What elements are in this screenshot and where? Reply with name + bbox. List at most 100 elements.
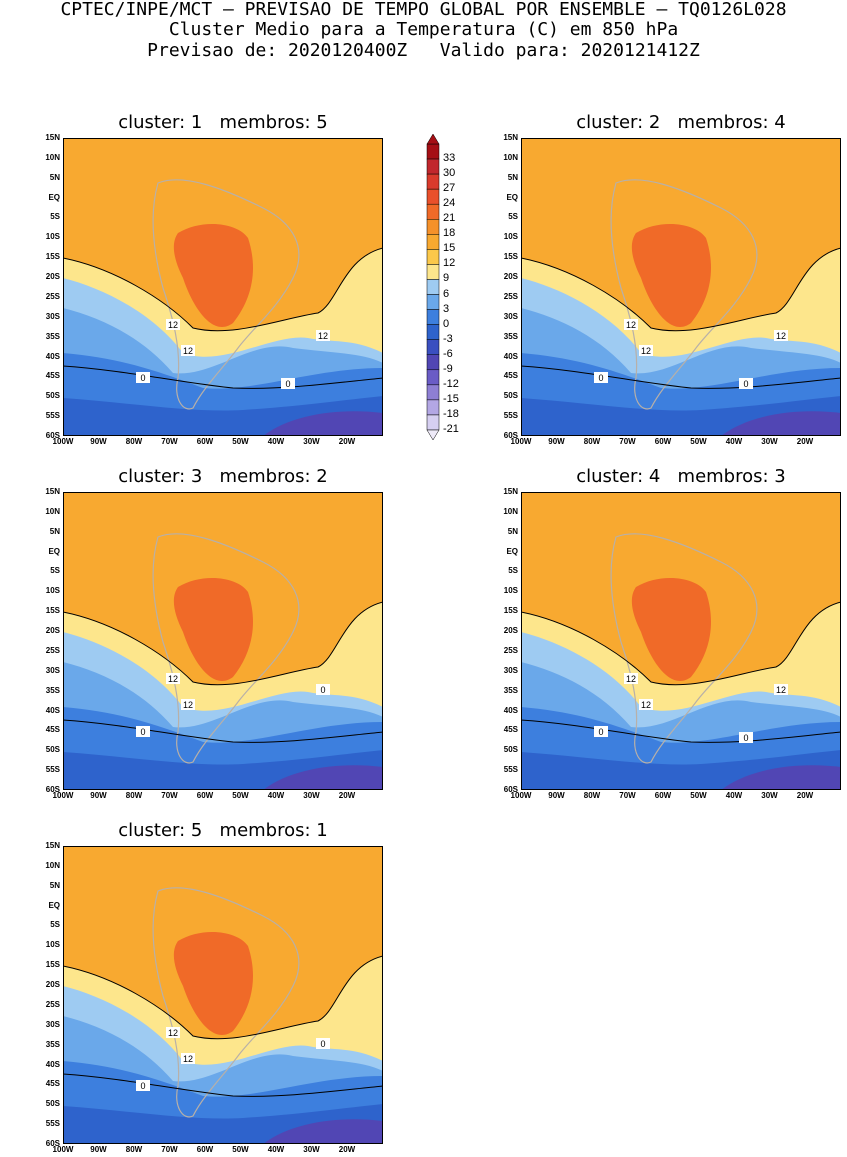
latitude-label: 25S xyxy=(503,291,518,301)
latitude-label: 10N xyxy=(45,860,60,870)
panel-title: cluster: 1 membros: 5 xyxy=(118,112,328,133)
panel-title: cluster: 4 membros: 3 xyxy=(576,466,786,487)
longitude-label: 20W xyxy=(338,791,356,800)
latitude-label: 15S xyxy=(45,960,60,970)
contour-label-bg xyxy=(316,330,330,341)
contour-label-bg xyxy=(594,726,608,737)
latitude-label: EQ xyxy=(48,192,60,202)
colorbar-label: -9 xyxy=(443,362,453,375)
latitude-label: 20S xyxy=(503,272,518,282)
contour-label: 12 xyxy=(183,700,193,710)
colorbar-swatch xyxy=(426,369,440,386)
latitude-label: 15N xyxy=(503,133,518,142)
latitude-label: 35S xyxy=(45,331,60,341)
temperature-band xyxy=(721,411,841,436)
colorbar-label: 18 xyxy=(443,227,456,240)
contour-label-bg xyxy=(166,1027,180,1038)
colorbar-swatch xyxy=(426,324,440,340)
colorbar-swatch xyxy=(426,294,440,310)
map-frame xyxy=(63,138,383,436)
contour-label: 12 xyxy=(641,700,651,710)
latitude-label: 55S xyxy=(45,765,60,775)
temperature-map: 12 12 0 0 xyxy=(63,492,383,790)
contour-label-bg xyxy=(316,1038,330,1049)
latitude-label: 15S xyxy=(503,252,518,262)
temperature-map: 12 12 12 0 0 xyxy=(63,138,383,436)
latitude-label: 10S xyxy=(45,232,60,242)
longitude-label: 40W xyxy=(267,791,285,800)
latitude-label: 60S xyxy=(503,785,518,794)
colorbar-max-arrow xyxy=(426,134,440,145)
latitude-label: 35S xyxy=(45,1039,60,1049)
latitude-label: 15S xyxy=(45,606,60,616)
latitude-label: 50S xyxy=(503,745,518,755)
contour-label: 0 xyxy=(140,727,145,737)
latitude-label: 15S xyxy=(45,252,60,262)
latitude-label: 60S xyxy=(45,785,60,794)
isotherm-contour xyxy=(521,247,841,332)
colorbar-swatch xyxy=(426,143,440,160)
isotherm-contour xyxy=(63,719,383,743)
latitude-label: 35S xyxy=(503,685,518,695)
contour-label-bg xyxy=(316,684,330,695)
latitude-label: 55S xyxy=(45,1119,60,1129)
contour-label-bg xyxy=(774,330,788,341)
latitude-label: 5S xyxy=(508,212,518,222)
longitude-label: 100W xyxy=(52,437,74,446)
contour-label: 12 xyxy=(168,674,178,684)
latitude-label: 5S xyxy=(508,566,518,576)
latitude-label: 20S xyxy=(45,626,60,636)
longitude-label: 60W xyxy=(654,437,672,446)
longitude-label: 80W xyxy=(583,791,601,800)
contour-label-bg xyxy=(639,699,653,710)
latitude-label: 25S xyxy=(45,999,60,1009)
header-line-3: Previsao de: 2020120400Z Valido para: 20… xyxy=(147,40,700,61)
contour-label-bg xyxy=(639,345,653,356)
contour-label-bg xyxy=(181,699,195,710)
contour-label-bg xyxy=(181,1053,195,1064)
latitude-label: 5N xyxy=(49,526,60,536)
latitude-label: 55S xyxy=(503,765,518,775)
colorbar-swatch xyxy=(426,384,440,401)
contour-label-bg xyxy=(624,319,638,330)
temperature-band xyxy=(721,765,841,790)
coastline xyxy=(152,179,300,410)
isotherm-contour xyxy=(63,955,383,1040)
latitude-label: 40S xyxy=(45,705,60,715)
colorbar-label: 30 xyxy=(443,167,456,180)
colorbar-label: 6 xyxy=(443,287,450,300)
temperature-map: 12 12 12 0 0 xyxy=(521,138,841,436)
latitude-label: 15N xyxy=(45,487,60,496)
latitude-label: 45S xyxy=(45,1079,60,1089)
coastline xyxy=(152,533,300,764)
longitude-label: 80W xyxy=(583,437,601,446)
colorbar-label: 9 xyxy=(443,272,450,285)
contour-label: 12 xyxy=(776,685,786,695)
latitude-label: 20S xyxy=(45,272,60,282)
colorbar-swatch xyxy=(426,158,440,175)
latitude-label: 15N xyxy=(503,487,518,496)
longitude-label: 30W xyxy=(303,437,320,446)
longitude-label: 50W xyxy=(690,437,707,446)
colorbar-label: -6 xyxy=(443,347,453,360)
longitude-label: 90W xyxy=(90,791,107,800)
latitude-label: 45S xyxy=(503,371,518,381)
latitude-label: 50S xyxy=(45,745,60,755)
colorbar-label: 12 xyxy=(443,257,456,270)
longitude-label: 60W xyxy=(654,791,672,800)
colorbar-label: -18 xyxy=(443,407,459,420)
longitude-label: 50W xyxy=(232,1145,249,1154)
latitude-label: 5S xyxy=(50,566,60,576)
header-line-2: Cluster Medio para a Temperatura (C) em … xyxy=(168,19,679,40)
longitude-label: 90W xyxy=(548,437,565,446)
isotherm-contour xyxy=(521,601,841,686)
longitude-label: 30W xyxy=(761,437,778,446)
longitude-label: 100W xyxy=(510,437,532,446)
contour-label: 12 xyxy=(626,674,636,684)
longitude-label: 60W xyxy=(196,437,214,446)
latitude-label: 30S xyxy=(45,665,60,675)
latitude-label: 15S xyxy=(503,606,518,616)
contour-label: 12 xyxy=(641,346,651,356)
latitude-label: 10N xyxy=(45,152,60,162)
longitude-label: 80W xyxy=(125,1145,143,1154)
